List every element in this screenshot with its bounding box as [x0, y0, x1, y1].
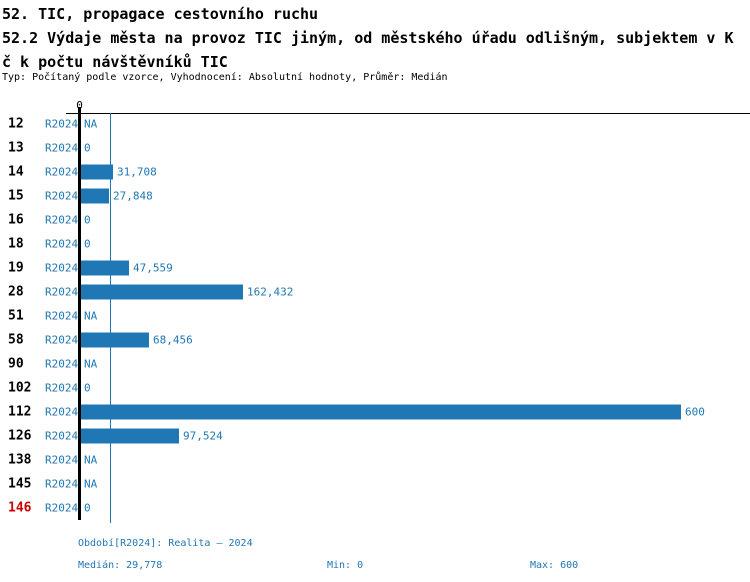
table-row: 145 R2024 NA: [0, 472, 750, 496]
chart-subtitle-line-2: č k počtu návštěvníků TIC: [2, 53, 228, 71]
period-label: R2024: [45, 237, 79, 251]
value-bar[interactable]: [81, 284, 243, 300]
table-row: 90 R2024 NA: [0, 352, 750, 376]
value-bar[interactable]: [81, 428, 179, 444]
chart-subtitle-line-1: 52.2 Výdaje města na provoz TIC jiným, o…: [2, 29, 734, 47]
indicator-id-label: 14: [8, 164, 24, 180]
page-title: 52. TIC, propagace cestovního ruchu: [2, 5, 319, 23]
value-bar[interactable]: [81, 164, 113, 180]
value-bar[interactable]: [81, 260, 129, 276]
indicator-id-label: 28: [8, 284, 24, 300]
indicator-id-label: 138: [8, 452, 32, 468]
table-row: 126 R2024 97,524: [0, 424, 750, 448]
period-label: R2024: [45, 285, 79, 299]
indicator-id-label: 145: [8, 476, 32, 492]
table-row: 102 R2024 0: [0, 376, 750, 400]
table-row: 19 R2024 47,559: [0, 256, 750, 280]
period-label: R2024: [45, 477, 79, 491]
value-label: 47,559: [133, 261, 173, 275]
period-label: R2024: [45, 453, 79, 467]
indicator-id-label: 51: [8, 308, 24, 324]
table-row: 112 R2024 600: [0, 400, 750, 424]
period-label: R2024: [45, 189, 79, 203]
indicator-id-label: 126: [8, 428, 32, 444]
footer-min-label: Min: 0: [327, 560, 364, 571]
table-row: 14 R2024 31,708: [0, 160, 750, 184]
footer-median-label: Medián: 29,778: [78, 560, 163, 571]
value-bar[interactable]: [81, 404, 681, 420]
value-label: 0: [84, 381, 91, 395]
y-axis-line: [78, 107, 81, 520]
indicator-id-label: 58: [8, 332, 24, 348]
chart-meta: Typ: Počítaný podle vzorce, Vyhodnocení:…: [2, 72, 448, 83]
footer-max-label: Max: 600: [530, 560, 579, 571]
value-bar[interactable]: [81, 332, 149, 348]
table-row: 13 R2024 0: [0, 136, 750, 160]
table-row: 138 R2024 NA: [0, 448, 750, 472]
table-row: 12 R2024 NA: [0, 112, 750, 136]
indicator-id-label: 112: [8, 404, 32, 420]
value-label: 0: [84, 141, 91, 155]
value-label: 0: [84, 501, 91, 515]
period-label: R2024: [45, 429, 79, 443]
period-label: R2024: [45, 309, 79, 323]
value-label: NA: [84, 117, 98, 131]
value-label: 97,524: [183, 429, 223, 443]
table-row: 28 R2024 162,432: [0, 280, 750, 304]
table-row: 58 R2024 68,456: [0, 328, 750, 352]
value-bar[interactable]: [81, 188, 109, 204]
value-label: 0: [84, 237, 91, 251]
period-label: R2024: [45, 141, 79, 155]
period-label: R2024: [45, 261, 79, 275]
indicator-id-label: 146: [8, 500, 32, 516]
table-row: 16 R2024 0: [0, 208, 750, 232]
indicator-id-label: 12: [8, 116, 24, 132]
table-row: 51 R2024 NA: [0, 304, 750, 328]
period-label: R2024: [45, 405, 79, 419]
indicator-id-label: 16: [8, 212, 24, 228]
period-label: R2024: [45, 213, 79, 227]
indicator-id-label: 18: [8, 236, 24, 252]
value-label: 162,432: [247, 285, 294, 299]
period-label: R2024: [45, 357, 79, 371]
value-label: 0: [84, 213, 91, 227]
value-label: 31,708: [117, 165, 157, 179]
value-label: 27,848: [113, 189, 153, 203]
indicator-id-label: 90: [8, 356, 24, 372]
median-reference-line: [110, 113, 111, 523]
footer-period-label: Období[R2024]: Realita – 2024: [78, 538, 253, 549]
value-label: NA: [84, 309, 98, 323]
x-axis-origin-label: 0: [76, 99, 83, 112]
period-label: R2024: [45, 381, 79, 395]
period-label: R2024: [45, 117, 79, 131]
table-row: 18 R2024 0: [0, 232, 750, 256]
value-label: 68,456: [153, 333, 193, 347]
table-row: 146 R2024 0: [0, 496, 750, 520]
value-label: 600: [685, 405, 705, 419]
x-axis-line: [66, 113, 750, 114]
value-label: NA: [84, 477, 98, 491]
period-label: R2024: [45, 333, 79, 347]
table-row: 15 R2024 27,848: [0, 184, 750, 208]
value-label: NA: [84, 357, 98, 371]
value-label: NA: [84, 453, 98, 467]
indicator-id-label: 13: [8, 140, 24, 156]
indicator-id-label: 15: [8, 188, 24, 204]
period-label: R2024: [45, 165, 79, 179]
indicator-id-label: 19: [8, 260, 24, 276]
period-label: R2024: [45, 501, 79, 515]
indicator-id-label: 102: [8, 380, 32, 396]
